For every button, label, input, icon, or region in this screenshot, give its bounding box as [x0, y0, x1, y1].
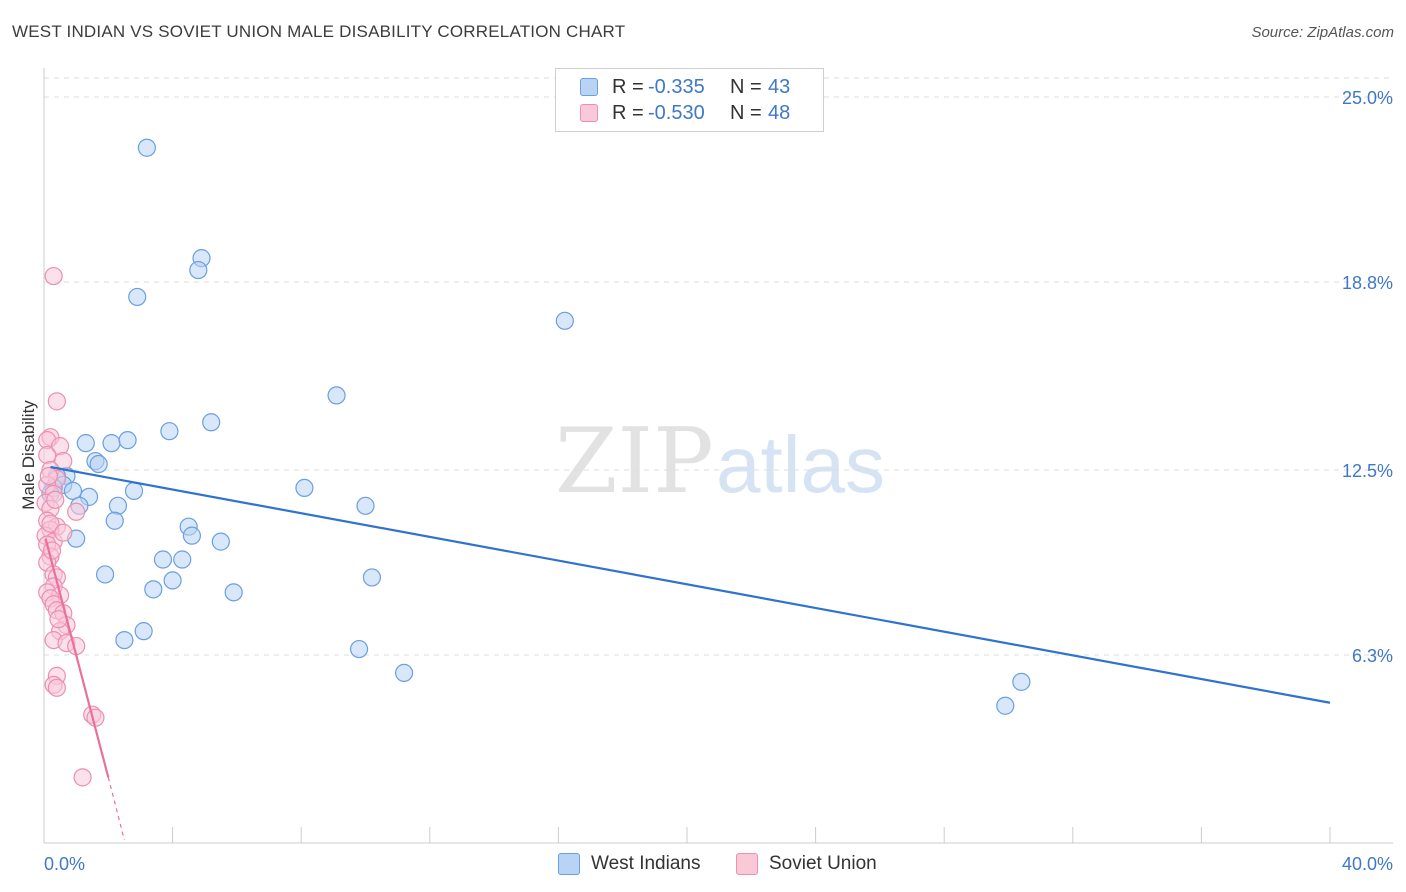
- west-indians-point: [134, 622, 153, 641]
- west-indians-point: [173, 550, 192, 569]
- legend-n-label: N =: [730, 101, 762, 124]
- soviet-union-point: [46, 490, 65, 509]
- soviet-union-trend-line: [44, 538, 110, 778]
- y-tick-label: 12.5%: [1342, 461, 1393, 481]
- source-label: Source: ZipAtlas.com: [1251, 24, 1394, 41]
- series-legend-west-indians: West Indians: [558, 852, 700, 876]
- west-indians-point: [108, 496, 128, 515]
- west-indians-point: [89, 454, 108, 474]
- legend-swatch-west-indians: [580, 78, 598, 96]
- west-indians-point: [349, 639, 369, 659]
- soviet-union-point: [47, 392, 66, 411]
- series-legend-soviet-union: Soviet Union: [736, 852, 877, 876]
- soviet-union-point: [39, 466, 58, 486]
- west-indians-point: [128, 287, 147, 307]
- west-indians-point: [137, 138, 156, 157]
- legend-r-value: -0.530: [648, 101, 705, 124]
- y-tick-label: 6.3%: [1352, 646, 1393, 666]
- stats-legend: R = -0.335 N = 43 R = -0.530 N = 48: [555, 68, 824, 132]
- legend-n-label: N =: [730, 75, 762, 98]
- west-indians-point: [211, 532, 230, 551]
- series-swatch-west-indians: [558, 853, 580, 875]
- west-indians-point: [163, 571, 182, 590]
- series-label-west-indians: West Indians: [591, 853, 701, 874]
- soviet-union-point: [67, 502, 86, 521]
- legend-n-value: 48: [768, 101, 791, 124]
- west-indians-point: [115, 630, 134, 650]
- soviet-union-point: [44, 266, 63, 286]
- west-indians-point: [224, 583, 243, 602]
- west-indians-point: [144, 580, 163, 599]
- watermark-atlas: atlas: [716, 420, 885, 509]
- west-indians-point: [95, 565, 115, 584]
- watermark-zip: ZIP: [555, 409, 714, 514]
- west-indians-point: [356, 496, 375, 515]
- west-indians-point: [153, 550, 173, 569]
- west-indians-point: [202, 413, 221, 432]
- soviet-union-point: [41, 514, 60, 533]
- soviet-union-point: [86, 708, 105, 727]
- legend-r-value: -0.335: [648, 75, 705, 98]
- west-indians-point: [1012, 672, 1031, 691]
- legend-n-value: 43: [768, 75, 791, 98]
- soviet-union-point: [73, 768, 92, 787]
- legend-swatch-soviet-union: [580, 104, 598, 122]
- soviet-union-trend-extension: [107, 777, 125, 841]
- west-indians-point: [160, 422, 179, 441]
- soviet-union-point: [47, 678, 66, 697]
- west-indians-point: [394, 663, 414, 683]
- y-tick-label: 18.8%: [1342, 273, 1393, 293]
- soviet-union-point: [38, 445, 57, 465]
- soviet-union-point: [54, 523, 73, 542]
- west-indians-point: [124, 481, 144, 500]
- legend-r-label: R =: [612, 101, 644, 124]
- y-tick-label: 25.0%: [1342, 88, 1393, 108]
- west-indians-point: [118, 431, 137, 450]
- y-axis-label: Male Disability: [19, 400, 38, 510]
- chart-title: WEST INDIAN VS SOVIET UNION MALE DISABIL…: [12, 22, 626, 41]
- x-tick-label-max: 40.0%: [1342, 854, 1393, 874]
- west-indians-point: [182, 526, 201, 545]
- legend-r-label: R =: [612, 75, 644, 98]
- series-swatch-soviet-union: [736, 853, 758, 875]
- west-indians-point: [189, 260, 208, 280]
- x-tick-label-min: 0.0%: [44, 854, 85, 874]
- legend-row-soviet-union: R = -0.530 N = 48: [580, 101, 790, 125]
- west-indians-point: [996, 696, 1015, 715]
- west-indians-point: [102, 434, 121, 453]
- west-indians-point: [555, 311, 574, 330]
- west-indians-point: [105, 511, 124, 530]
- legend-row-west-indians: R = -0.335 N = 43: [580, 75, 790, 99]
- west-indians-point: [76, 434, 95, 453]
- west-indians-point: [362, 568, 382, 587]
- west-indians-point: [295, 478, 314, 498]
- series-label-soviet-union: Soviet Union: [769, 853, 877, 874]
- west-indians-point: [327, 386, 346, 405]
- west-indians-trend-line: [50, 465, 1331, 704]
